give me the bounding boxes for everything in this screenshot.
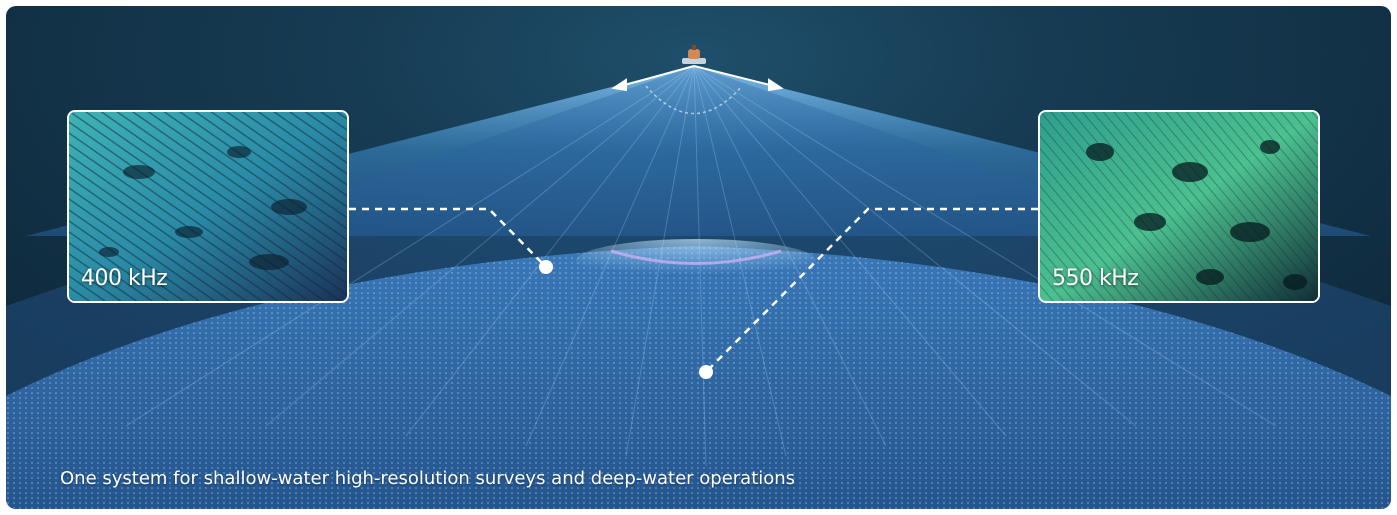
connector-dot-right (699, 365, 713, 379)
inset-400khz: 400 kHz (67, 110, 349, 303)
multibeam-sonar-illustration: 400 kHz (6, 6, 1391, 509)
inset-550khz: 550 kHz (1038, 110, 1320, 303)
frequency-label-400khz: 400 kHz (81, 266, 168, 291)
sonar-beam-fan (26, 66, 1371, 236)
seafloor-texture-400khz (69, 112, 347, 301)
connector-right (707, 207, 1038, 371)
sonar-scene (6, 45, 1391, 509)
swath-arrows (611, 65, 784, 92)
connector-dot-left (539, 260, 553, 274)
caption: One system for shallow-water high-resolu… (60, 468, 796, 489)
seafloor-texture-550khz (1040, 112, 1318, 301)
frequency-label-550khz: 550 kHz (1052, 266, 1139, 291)
beam-angle-arc (645, 85, 743, 115)
survey-vessel-icon (682, 45, 706, 64)
